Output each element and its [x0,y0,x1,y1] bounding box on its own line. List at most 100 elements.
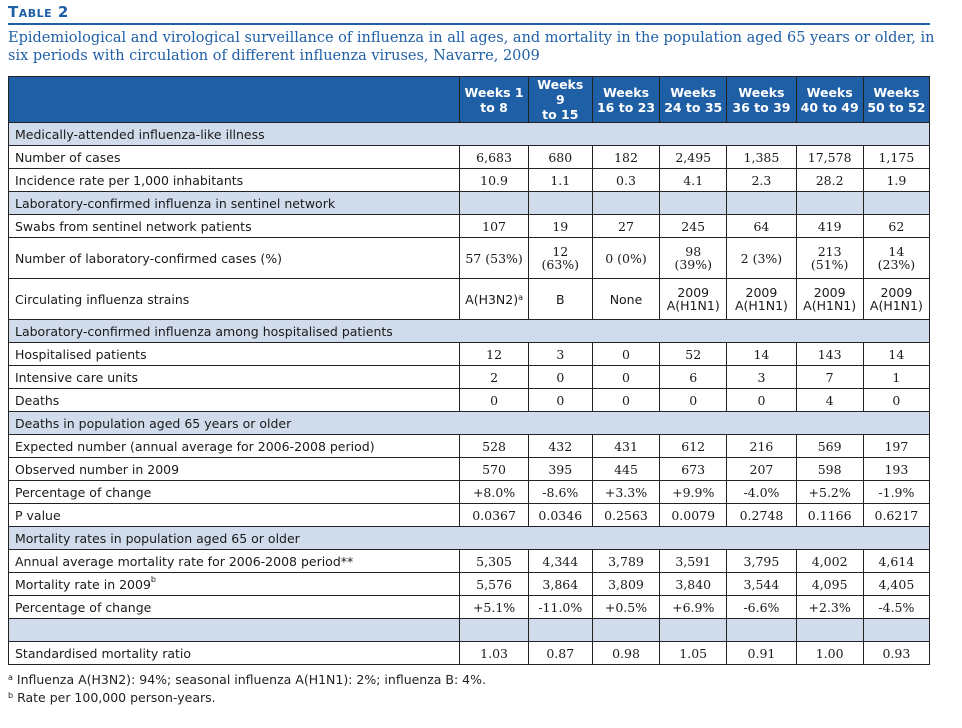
table-cell: +5.1% [459,595,529,619]
cell-line: 14 [888,244,905,259]
table-cell: 3 [527,342,593,366]
table-cell: 245 [659,214,728,238]
table-cell: B [527,278,593,320]
row-label: Percentage of change [7,595,461,619]
cell-line: 12 [552,244,569,259]
table-cell: 3,809 [591,572,661,596]
table-cell: None [591,278,661,320]
row-label: Swabs from sentinel network patients [7,214,461,238]
cell-line: A(H1N1) [803,298,857,313]
table-cell: 0 [591,342,661,366]
cell-line: (23%) [877,257,916,272]
row-label-text: Circulating influenza strains [15,291,190,307]
table-cell: 2009 A(H1N1) [659,278,728,320]
table-cell: 0 (0%) [591,237,661,279]
section-row: Laboratory-confirmed influenza among hos… [8,319,930,343]
table-cell: 17,578 [795,145,864,169]
table-label: Table 2 [8,3,69,21]
table-cell: 1.05 [659,641,728,665]
table-row: Number of cases 6,683 680 182 2,495 1,385 17,5… [7,145,931,169]
table-cell: 2 (3%) [726,237,797,279]
table-cell: 0 [862,388,931,412]
table-cell: 107 [459,214,529,238]
table-cell: 0 [659,388,728,412]
table-cell: -4.0% [726,480,797,504]
row-label: Observed number in 2009 [7,457,461,481]
cell-line: (39%) [674,257,712,272]
table-cell: 0 [527,365,593,389]
row-label-text: Expected number (annual average for 2006… [15,438,375,454]
column-header: Weeks 1 to 8 [459,76,529,123]
table-cell: 0.91 [726,641,797,665]
table-cell: 0.87 [527,641,593,665]
column-header-line: 40 to 49 [800,99,859,115]
column-header: Weeks 9 to 15 [527,76,593,123]
row-label: Hospitalised patients [7,342,461,366]
cell-line: 2009 [880,285,913,300]
table-cell: 1.00 [795,641,864,665]
column-header-line: Weeks [806,84,853,100]
table-row: Swabs from sentinel network patients 107 1… [7,214,931,238]
section-row: Laboratory-confirmed influenza in sentin… [7,191,931,215]
row-label: Number of laboratory-confirmed cases (%) [7,237,461,279]
column-header: Weeks 24 to 35 [659,76,728,123]
footnote-text: Influenza A(H3N2): 94%; seasonal influen… [16,672,486,687]
footnotes: a Influenza A(H3N2): 94%; seasonal influ… [8,671,954,707]
table-cell: 395 [527,457,593,481]
table-cell: +5.2% [795,480,864,504]
table-cell: 3 [726,365,797,389]
table-cell: -4.5% [862,595,931,619]
empty-cell [591,191,661,215]
table-cell: +2.3% [795,595,864,619]
table-cell: 14 [726,342,797,366]
table-cell: 7 [795,365,864,389]
empty-cell [459,191,529,215]
empty-cell [795,191,864,215]
table-cell: 1 [862,365,931,389]
empty-cell [527,191,593,215]
table-cell: 0 [591,365,661,389]
empty-row [7,618,931,642]
row-label-text: Standardised mortality ratio [15,645,192,661]
table-cell: 52 [659,342,728,366]
table-cell: 6,683 [459,145,529,169]
row-label: Standardised mortality ratio [7,641,461,665]
row-label-text: Deaths [15,392,60,408]
column-header-line: 24 to 35 [664,99,723,115]
column-header-line: Weeks 1 [464,84,524,100]
table-cell: 2.3 [726,168,797,192]
row-label: Circulating influenza strains [7,278,461,320]
table-cell: 598 [795,457,864,481]
column-header: Weeks 36 to 39 [726,76,797,123]
table-cell: 2009 A(H1N1) [795,278,864,320]
footnote-marker: a [518,292,524,302]
row-label: Intensive care units [7,365,461,389]
table-body: Medically-attended influenza-like illnes… [7,122,931,665]
table-caption: Epidemiological and virological surveill… [8,30,935,64]
table-cell: 0.1166 [795,503,864,527]
table-cell: 2009 A(H1N1) [726,278,797,320]
empty-cell [7,618,461,642]
section-label: Laboratory-confirmed influenza among hos… [8,319,930,343]
table-cell: 570 [459,457,529,481]
empty-cell [459,618,529,642]
table-cell: 569 [795,434,864,458]
table-cell: 14 [862,342,931,366]
row-label-text: Percentage of change [15,599,152,615]
column-header-line: 36 to 39 [732,99,791,115]
table-cell: 1.03 [459,641,529,665]
section-label: Deaths in population aged 65 years or ol… [8,411,930,435]
table-row: Deaths 0 0 0 0 0 4 0 [7,388,931,412]
footnote: a Influenza A(H3N2): 94%; seasonal influ… [8,671,954,689]
cell-line: None [609,291,643,307]
table-cell: A(H3N2)a [459,278,529,320]
row-label: P value [7,503,461,527]
row-label-text: Number of laboratory-confirmed cases (%) [15,250,282,266]
empty-cell [659,618,728,642]
cell-line: 98 [685,244,702,259]
empty-cell [795,618,864,642]
table-cell: 673 [659,457,728,481]
cell-line: 2 (3%) [740,250,783,266]
column-header-line: Weeks [738,84,785,100]
table-cell: +9.9% [659,480,728,504]
